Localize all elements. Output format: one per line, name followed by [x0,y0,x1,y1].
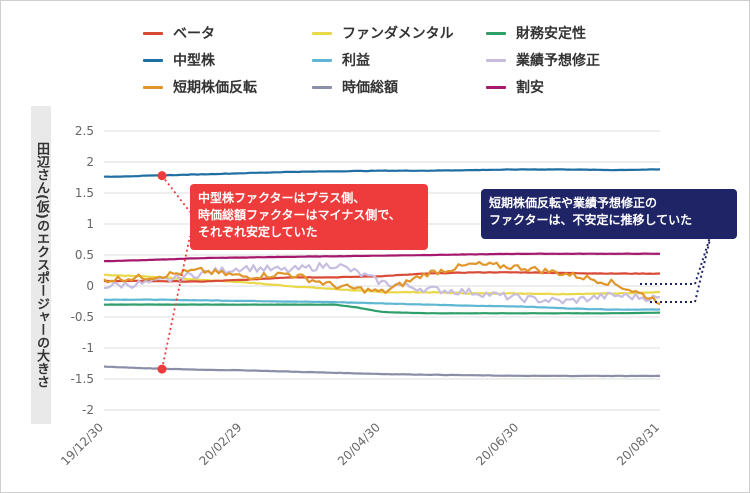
x-tick-label: 20/02/29 [197,420,245,468]
annotation-leader [161,235,191,370]
y-tick-label: 2.5 [75,124,94,138]
y-tick-label: 2 [86,155,94,169]
y-tick-label: -1 [82,341,94,355]
legend-label: ベータ [173,26,215,42]
x-tick-label: 20/04/30 [335,420,383,468]
annotation-line: ファクターは、不安定に推移していた [489,213,693,227]
legend-item-fundamental: ファンダメンタル [312,23,454,43]
annotation-leader [650,230,713,303]
series-line [103,303,661,315]
annotation-line: 時価総額ファクターはマイナス側で、 [198,208,401,222]
x-tick-label: 19/12/30 [58,420,106,468]
annotation-callout-stable: 中型株ファクターはプラス側、 時価総額ファクターはマイナス側で、 それぞれ安定し… [190,184,428,250]
series-lines [103,168,661,378]
legend-label: 時価総額 [342,80,398,96]
series-line [103,260,661,306]
annotation-leaders [157,171,713,374]
legend-label: 短期株価反転 [173,80,257,96]
y-tick-label: 1 [86,217,94,231]
legend-swatch [312,85,332,89]
legend-swatch [143,85,163,89]
legend-label: 財務安定性 [516,26,586,42]
legend-swatch [312,31,332,35]
legend-swatch [143,58,163,62]
series-line [103,365,661,378]
legend-swatch [486,31,506,35]
y-tick-labels: 2.5 2 1.5 1 0.5 0 -0.5 -1 -1.5 -2 [71,124,94,417]
series-line [103,252,661,263]
y-tick-label: 1.5 [75,186,94,200]
legend-item-market-cap: 時価総額 [312,77,398,97]
legend-item-value: 割安 [486,77,544,97]
series-line [103,273,661,296]
chart-legend: ベータ ファンダメンタル 財務安定性 中型株 利益 業績予想修正 短期株価反転 … [0,0,750,110]
legend-item-short-term-reversal: 短期株価反転 [143,77,257,97]
legend-label: ファンダメンタル [342,26,454,42]
legend-swatch [312,58,332,62]
series-line [103,262,661,305]
legend-item-beta: ベータ [143,23,215,43]
legend-item-earnings: 利益 [312,50,370,70]
y-tick-label: -2 [82,403,94,417]
x-tick-label: 20/08/31 [614,420,662,468]
annotation-marker [157,171,167,181]
legend-swatch [486,85,506,89]
annotation-leader [161,175,191,213]
legend-label: 業績予想修正 [516,53,600,69]
legend-label: 割安 [516,80,544,96]
series-line [103,168,661,178]
annotation-line: 中型株ファクターはプラス側、 [198,191,366,205]
y-tick-label: -0.5 [71,310,94,324]
annotation-leader [640,230,713,285]
legend-label: 利益 [342,53,370,69]
legend-swatch [486,58,506,62]
legend-label: 中型株 [173,53,215,69]
x-tick-labels: 19/12/30 20/02/29 20/04/30 20/06/30 20/08/31 [58,420,662,468]
legend-item-earnings-revision: 業績予想修正 [486,50,600,70]
annotation-marker [157,364,167,374]
x-tick-label: 20/06/30 [473,420,521,468]
legend-item-mid-cap: 中型株 [143,50,215,70]
y-axis-label-box: 田辺さん(仮)のエクスポージャーの大きさ [31,106,51,424]
y-axis-label: 田辺さん(仮)のエクスポージャーの大きさ [34,142,49,388]
annotation-line: 短期株価反転や業績予想修正の [489,196,658,210]
legend-item-financial-stability: 財務安定性 [486,23,586,43]
legend-swatch [143,31,163,35]
annotation-callout-unstable: 短期株価反転や業績予想修正の ファクターは、不安定に推移していた [481,189,737,239]
series-line [103,298,661,311]
y-tick-label: 0.5 [75,248,94,262]
y-tick-label: -1.5 [71,372,94,386]
y-tick-label: 0 [86,279,94,293]
annotation-line: それぞれ安定していた [198,225,318,239]
